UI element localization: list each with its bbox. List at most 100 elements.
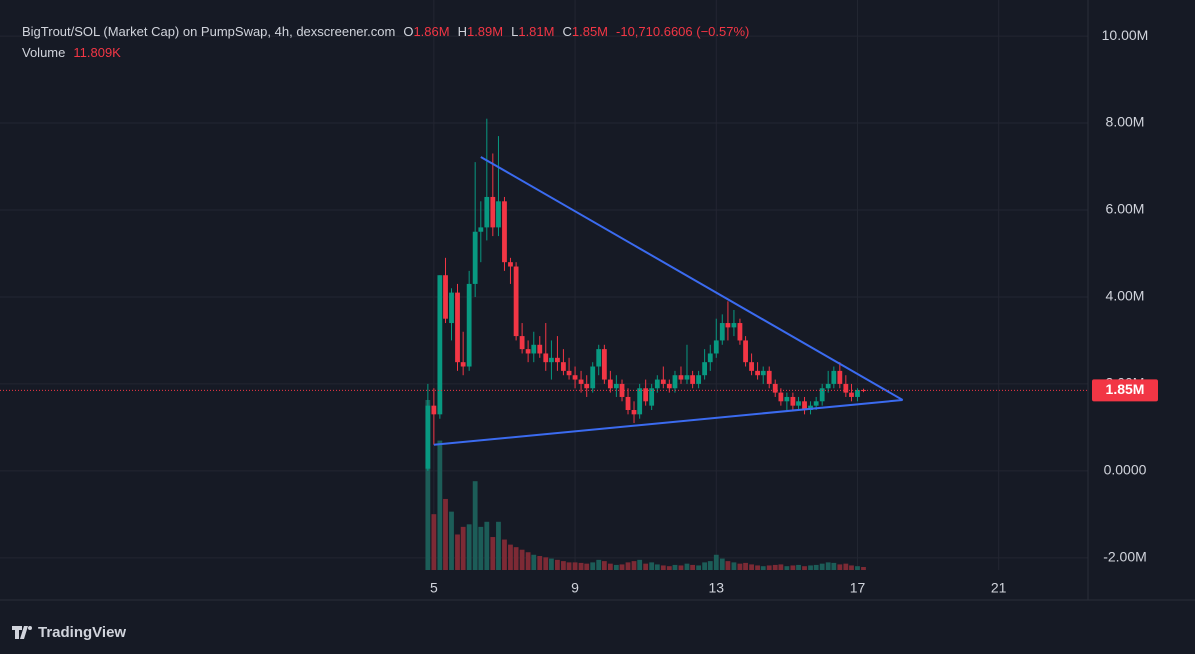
volume-bar bbox=[431, 514, 437, 570]
candle-body bbox=[449, 292, 454, 324]
candle-body bbox=[478, 227, 484, 232]
volume-pane bbox=[425, 400, 866, 570]
candle-body bbox=[543, 353, 549, 363]
candle-body bbox=[601, 349, 607, 380]
candle-body bbox=[843, 383, 849, 393]
volume-bar bbox=[572, 562, 578, 570]
volume-bar bbox=[796, 564, 801, 570]
volume-bar bbox=[625, 562, 631, 570]
volume-bar bbox=[631, 561, 637, 570]
volume-bar bbox=[513, 547, 519, 570]
candle-body bbox=[802, 401, 807, 410]
volume-bar bbox=[590, 562, 596, 570]
volume-bar bbox=[455, 534, 460, 570]
candle-body bbox=[607, 379, 613, 389]
x-tick-label: 17 bbox=[850, 580, 866, 596]
price-label: 1.85M bbox=[1106, 381, 1145, 397]
candle-body bbox=[578, 379, 584, 384]
candle-body bbox=[660, 379, 666, 384]
volume-bar bbox=[601, 561, 607, 570]
candle-body bbox=[637, 388, 643, 415]
symbol: BigTrout/SOL (Market Cap) on PumpSwap, 4… bbox=[22, 24, 395, 39]
candle-body bbox=[719, 323, 725, 341]
volume-bar bbox=[490, 537, 496, 570]
volume-bar bbox=[508, 544, 513, 570]
candle-body bbox=[702, 362, 708, 376]
y-tick-label: 6.00M bbox=[1106, 201, 1145, 217]
volume-bar bbox=[607, 563, 613, 570]
candle-body bbox=[749, 362, 754, 371]
volume-bar bbox=[690, 564, 696, 570]
key: H bbox=[458, 24, 467, 39]
candle-body bbox=[631, 410, 637, 415]
candle-body bbox=[572, 375, 578, 380]
candles bbox=[425, 118, 866, 471]
candle-body bbox=[613, 383, 619, 389]
volume-bar bbox=[561, 561, 566, 570]
volume-bar bbox=[484, 521, 490, 570]
candle-body bbox=[584, 383, 590, 389]
candle-body bbox=[755, 370, 760, 376]
candle-body bbox=[684, 375, 690, 380]
y-tick-label: 8.00M bbox=[1106, 114, 1145, 130]
candle-body bbox=[737, 323, 743, 341]
volume-bar bbox=[725, 561, 731, 570]
candle-body bbox=[731, 323, 737, 328]
candle-body bbox=[537, 344, 543, 354]
candle-body bbox=[725, 323, 731, 328]
volume-bar bbox=[837, 564, 843, 570]
candle-body bbox=[837, 370, 843, 384]
volume-bar bbox=[549, 558, 554, 570]
candle-body bbox=[678, 375, 684, 380]
volume-bar bbox=[496, 521, 501, 570]
volume-bar bbox=[660, 565, 666, 570]
volume-bar bbox=[555, 559, 560, 570]
volume-bar bbox=[649, 562, 655, 570]
candle-body bbox=[531, 344, 537, 354]
volume-bar bbox=[449, 511, 454, 570]
volume-legend: Volume 11.809K bbox=[22, 45, 121, 60]
legend-row: BigTrout/SOL (Market Cap) on PumpSwap, 4… bbox=[22, 24, 749, 39]
candle-body bbox=[772, 383, 778, 393]
volume-bar bbox=[672, 564, 678, 570]
value: 1.89M bbox=[467, 24, 503, 39]
candle-body bbox=[666, 383, 672, 389]
candle-body bbox=[596, 349, 602, 367]
value: 1.85M bbox=[572, 24, 608, 39]
volume-bar bbox=[702, 562, 708, 570]
logo-icon bbox=[28, 626, 32, 630]
volume-bar bbox=[478, 526, 484, 570]
volume-bar bbox=[678, 565, 684, 570]
axes: 10.00M8.00M6.00M4.00M2.00M0.0000-2.00M59… bbox=[430, 27, 1158, 596]
candle-body bbox=[855, 390, 860, 397]
volume-bar bbox=[696, 565, 702, 570]
grid bbox=[0, 0, 1088, 570]
key: Volume bbox=[22, 45, 65, 60]
volume-bar bbox=[643, 563, 649, 570]
volume-bar bbox=[619, 564, 625, 570]
volume-bar bbox=[543, 557, 549, 570]
volume-bar bbox=[719, 558, 725, 570]
candle-body bbox=[460, 362, 466, 367]
candle-body bbox=[819, 388, 825, 402]
volume-bar bbox=[760, 566, 766, 570]
volume-bar bbox=[766, 565, 772, 570]
candle-body bbox=[654, 379, 660, 389]
volume-bar bbox=[831, 562, 837, 570]
volume-bar bbox=[737, 563, 743, 570]
volume-bar bbox=[819, 563, 825, 570]
volume-bar bbox=[425, 400, 431, 570]
x-tick-label: 5 bbox=[430, 580, 438, 596]
candle-body bbox=[525, 349, 531, 354]
candle-body bbox=[590, 366, 596, 389]
candle-body bbox=[508, 262, 513, 267]
volume-bar bbox=[713, 554, 719, 570]
candle-body bbox=[619, 383, 625, 397]
volume-bar bbox=[443, 498, 448, 570]
volume-bar bbox=[843, 563, 849, 570]
volume-bar bbox=[525, 552, 531, 570]
volume-bar bbox=[784, 566, 790, 570]
value: 11.809K bbox=[73, 45, 121, 60]
